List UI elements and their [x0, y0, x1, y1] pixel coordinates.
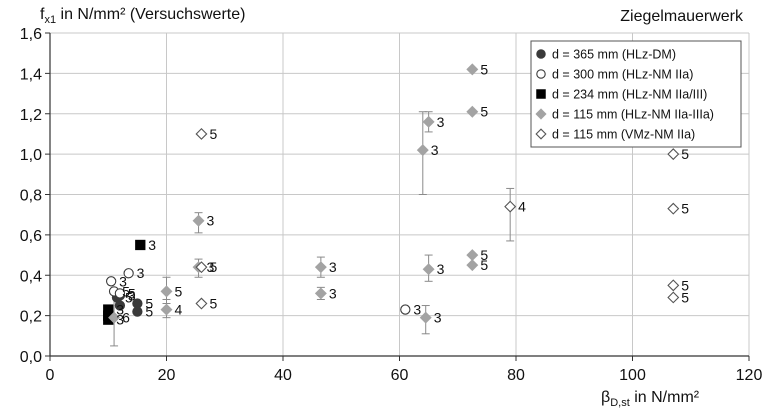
point-count-label: 3 — [329, 285, 337, 301]
point-count-label: 6 — [122, 310, 130, 326]
legend-entry-label: d = 234 mm (HLz-NM IIa/III) — [552, 88, 707, 102]
point-count-label: 5 — [480, 247, 488, 263]
x-tick-label: 120 — [736, 367, 763, 384]
legend-marker — [535, 108, 547, 120]
point-count-label: 3 — [119, 273, 127, 289]
point-count-label: 5 — [145, 296, 153, 312]
data-point-series-2 — [106, 276, 117, 287]
data-point-series-4 — [466, 105, 479, 118]
point-count-label: 3 — [434, 310, 442, 326]
data-point-series-4 — [160, 285, 173, 298]
data-point-series-4 — [466, 249, 479, 262]
point-count-label: 5 — [128, 285, 136, 301]
data-point-series-2 — [123, 268, 134, 279]
point-count-label: 3 — [137, 265, 145, 281]
point-count-label: 5 — [681, 201, 689, 217]
data-point-series-5 — [667, 202, 680, 215]
data-point-series-4 — [108, 311, 121, 324]
y-tick-label: 1,2 — [20, 107, 42, 124]
point-count-label: 3 — [437, 261, 445, 277]
data-point-series-5 — [667, 148, 680, 161]
data-point-series-4 — [422, 263, 435, 276]
y-tick-label: 0,4 — [20, 268, 42, 285]
x-axis-title: βD,st in N/mm² — [601, 389, 700, 410]
legend-marker — [536, 69, 546, 79]
data-point-series-4 — [314, 287, 327, 300]
point-count-label: 5 — [125, 289, 133, 305]
legend-marker — [535, 128, 547, 140]
data-point-series-4 — [466, 63, 479, 76]
point-count-label: 3 — [437, 114, 445, 130]
data-point-series-3 — [135, 239, 146, 251]
data-point-series-5 — [195, 297, 208, 310]
point-count-label: 5 — [480, 257, 488, 273]
data-point-series-4 — [160, 303, 173, 316]
x-tick-label: 20 — [158, 367, 176, 384]
data-point-series-4 — [422, 115, 435, 128]
y-tick-label: 1,6 — [20, 26, 42, 43]
point-count-label: 3 — [431, 142, 439, 158]
y-tick-label: 0,8 — [20, 188, 42, 205]
legend-entry-label: d = 365 mm (HLz-DM) — [552, 48, 676, 62]
point-count-label: 3 — [128, 287, 136, 303]
y-tick-label: 0,2 — [20, 309, 42, 326]
point-count-label: 5 — [209, 126, 217, 142]
data-point-series-4 — [466, 259, 479, 272]
y-axis-title: fx1 in N/mm² (Versuchswerte) — [40, 6, 246, 27]
point-count-label: 5 — [175, 283, 183, 299]
point-count-label: 5 — [480, 104, 488, 120]
x-tick-label: 80 — [507, 367, 525, 384]
legend-marker — [536, 49, 546, 59]
chart-title: Ziegelmauerwerk — [620, 8, 743, 25]
legend-entry-label: d = 115 mm (VMz-NM IIa) — [552, 128, 695, 142]
x-tick-label: 0 — [46, 367, 55, 384]
legend-entry-label: d = 300 mm (HLz-NM IIa) — [552, 68, 693, 82]
point-count-label: 5 — [681, 277, 689, 293]
legend-entry-label: d = 115 mm (HLz-NM IIa-IIIa) — [552, 108, 714, 122]
point-count-label: 5 — [209, 259, 217, 275]
data-point-series-1 — [132, 306, 143, 317]
point-count-label: 3 — [207, 259, 215, 275]
data-point-series-5 — [195, 127, 208, 140]
data-point-series-5 — [195, 261, 208, 274]
y-tick-label: 1,0 — [20, 147, 42, 164]
data-point-series-4 — [192, 214, 205, 227]
legend: d = 365 mm (HLz-DM) d = 300 mm (HLz-NM II… — [530, 40, 742, 148]
point-count-label: 3 — [207, 213, 215, 229]
x-tick-label: 100 — [619, 367, 646, 384]
point-count-label: 3 — [329, 259, 337, 275]
x-tick-label: 40 — [274, 367, 292, 384]
point-count-label: 5 — [681, 146, 689, 162]
point-count-label: 5 — [145, 304, 153, 320]
data-point-series-5 — [504, 200, 517, 213]
point-count-label: 4 — [175, 302, 183, 318]
y-tick-label: 0,6 — [20, 228, 42, 245]
data-point-series-2 — [400, 304, 411, 315]
data-point-series-5 — [667, 291, 680, 304]
data-point-series-4 — [419, 311, 432, 324]
y-tick-label: 1,4 — [20, 66, 42, 83]
point-count-label: 5 — [209, 296, 217, 312]
point-count-label: 3 — [116, 312, 124, 328]
data-point-series-4 — [416, 144, 429, 157]
point-count-label: 3 — [148, 237, 156, 253]
point-count-label: 5 — [122, 283, 130, 299]
point-count-label: 3 — [413, 302, 421, 318]
data-point-series-5 — [667, 279, 680, 292]
point-count-label: 4 — [518, 199, 526, 215]
data-point-series-4 — [314, 261, 327, 274]
point-count-label: 5 — [681, 289, 689, 305]
legend-marker — [536, 89, 546, 99]
x-tick-label: 60 — [391, 367, 409, 384]
data-point-series-2 — [114, 288, 126, 299]
data-points — [103, 63, 680, 325]
data-point-series-1 — [114, 300, 126, 311]
point-count-label: 3 — [116, 302, 124, 318]
point-count-label: 5 — [480, 61, 488, 77]
legend-box — [530, 40, 742, 148]
y-tick-label: 0,0 — [20, 349, 42, 366]
axes: 0 20 40 60 80 100 120 0,0 0,2 0,4 0,6 0,8 1,0 1,2 1,4 1… — [20, 26, 763, 384]
